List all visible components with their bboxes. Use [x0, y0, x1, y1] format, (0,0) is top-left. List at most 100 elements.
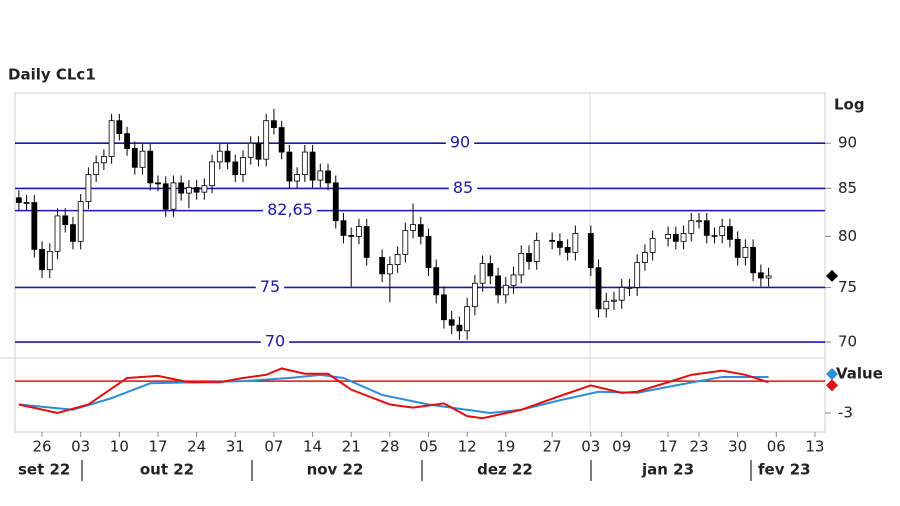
level-label-bg	[448, 178, 478, 199]
level-label: 85	[453, 178, 473, 197]
candle-body	[170, 182, 177, 210]
candle-body	[93, 162, 100, 176]
x-tick-label: 06	[767, 438, 786, 456]
level-label-bg	[260, 332, 290, 353]
last-value-marker	[826, 269, 838, 282]
candle-body	[448, 319, 455, 326]
candle-body	[402, 230, 409, 255]
candle-body	[186, 187, 192, 194]
candle-body	[618, 287, 625, 301]
candle-body	[240, 157, 246, 176]
candle-body	[595, 267, 602, 310]
candle-body	[587, 233, 594, 269]
candle-body	[31, 202, 38, 250]
candle-body	[417, 224, 424, 237]
y-tick-label: 90	[838, 134, 857, 152]
candle-body	[518, 252, 525, 276]
candle-body	[139, 150, 146, 168]
x-tick-label: 31	[226, 438, 245, 456]
x-tick-label: 21	[342, 438, 361, 456]
candle-body	[711, 235, 718, 237]
candle-body	[719, 226, 726, 236]
y-tick-label: -3	[838, 403, 853, 421]
candle-body	[15, 197, 22, 203]
candle-body	[672, 234, 679, 242]
candle-body	[386, 264, 393, 275]
candle-body	[271, 120, 277, 128]
last-value-marker	[826, 379, 838, 392]
candle-body	[727, 226, 733, 240]
candle-body	[108, 120, 115, 157]
candle-body	[124, 133, 130, 149]
level-label-bg	[263, 200, 317, 221]
candle-body	[502, 284, 509, 296]
level-label: 75	[260, 277, 280, 296]
candle-body	[696, 220, 702, 223]
candle-body	[394, 253, 401, 265]
candle-body	[456, 324, 463, 332]
candle-body	[363, 226, 370, 258]
y-tick-label: 80	[838, 227, 857, 245]
x-tick-label: 12	[458, 438, 477, 456]
candle-body	[162, 183, 169, 210]
candle-body	[642, 251, 648, 263]
candle-body	[533, 239, 540, 262]
x-tick-label: 24	[187, 438, 206, 456]
x-tick-label: 03	[71, 438, 90, 456]
candle-body	[193, 187, 200, 193]
candle-body	[433, 267, 440, 296]
plot-frame	[14, 92, 826, 433]
x-tick-label: 23	[689, 438, 708, 456]
candle-body	[224, 150, 231, 163]
candle-body	[332, 182, 339, 222]
candle-body	[425, 235, 432, 269]
candle-body	[131, 148, 138, 168]
candle-body	[526, 252, 532, 262]
candle-body	[255, 142, 262, 160]
candle-body	[309, 151, 316, 181]
x-tick-label: 26	[33, 438, 52, 456]
candle-body	[703, 220, 710, 236]
scale-label: Log	[834, 96, 865, 114]
candle-body	[147, 150, 154, 184]
candle-body	[294, 174, 301, 182]
candle-body	[278, 127, 285, 153]
x-tick-label: 09	[612, 438, 631, 456]
candle-body	[23, 202, 30, 204]
month-label: nov 22	[307, 461, 364, 479]
candle-body	[487, 263, 494, 277]
candle-body	[742, 246, 749, 258]
candle-body	[54, 215, 61, 252]
candle-body	[379, 257, 386, 275]
level-label-bg	[255, 277, 285, 298]
x-tick-label: 17	[659, 438, 678, 456]
month-label: fev 23	[758, 461, 811, 479]
y-axis-label: Value	[836, 365, 883, 383]
x-tick-label: 05	[419, 438, 438, 456]
oscillator-line	[18, 373, 769, 414]
x-tick-label: 13	[805, 438, 824, 456]
candle-body	[70, 224, 76, 242]
x-tick-label: 28	[380, 438, 399, 456]
candle-body	[62, 215, 69, 226]
candle-body	[510, 274, 517, 286]
level-label: 90	[450, 133, 470, 152]
candle-body	[410, 224, 416, 231]
candle-body	[155, 182, 161, 185]
candle-body	[441, 294, 447, 321]
candle-body	[688, 220, 695, 234]
candle-body	[46, 250, 53, 271]
x-tick-label: 27	[543, 438, 562, 456]
candle-body	[464, 306, 471, 332]
candle-body	[100, 156, 107, 164]
x-tick-label: 19	[496, 438, 515, 456]
candle-body	[247, 142, 254, 158]
candle-body	[263, 120, 270, 160]
candle-body	[549, 239, 556, 242]
last-value-marker	[826, 367, 838, 380]
month-label: jan 23	[641, 461, 694, 479]
y-tick-label: 75	[838, 278, 857, 296]
x-tick-label: 14	[303, 438, 322, 456]
level-label-bg	[445, 133, 475, 154]
